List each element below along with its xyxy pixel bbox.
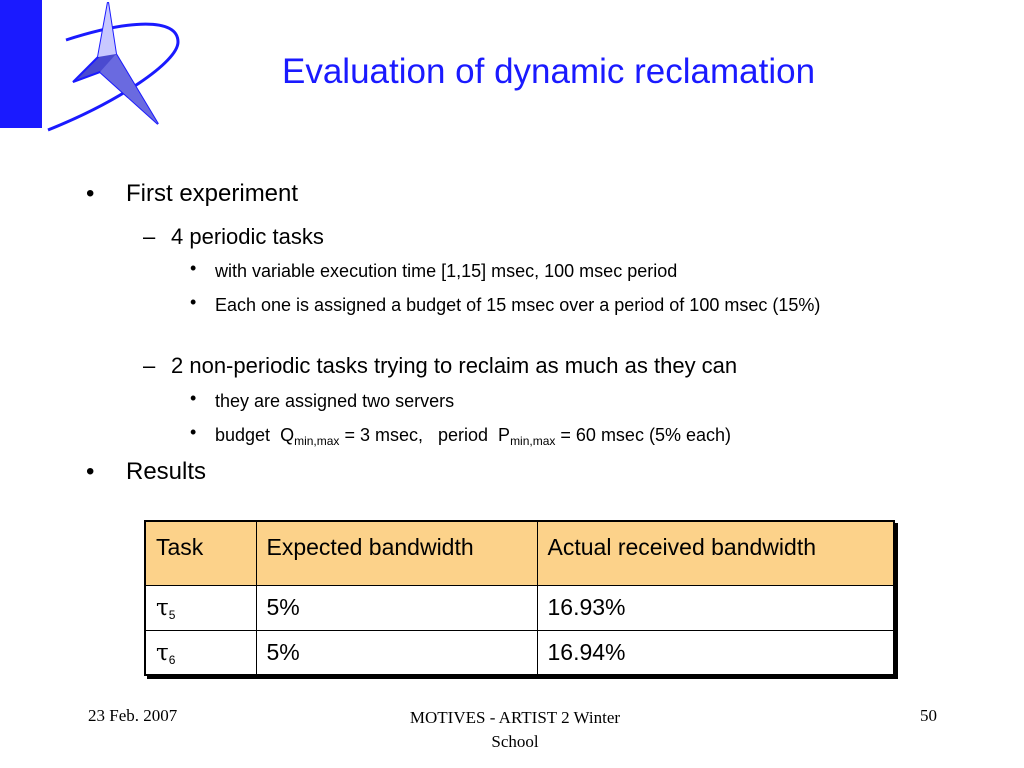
tau-symbol: τ: [156, 594, 169, 621]
table-header-row: Task Expected bandwidth Actual received …: [144, 520, 895, 586]
tau-symbol: τ: [156, 639, 169, 666]
bullet-text: they are assigned two servers: [215, 391, 455, 411]
q-value: = 3 msec,: [339, 425, 423, 445]
bullet-text: with variable execution time [1,15] msec…: [215, 261, 678, 281]
bullet-marker: •: [190, 422, 197, 442]
budget-word: budget: [215, 425, 271, 445]
header-task: Task: [144, 520, 257, 586]
table-row: τ6 5% 16.94%: [144, 629, 895, 676]
slide-title: Evaluation of dynamic reclamation: [282, 52, 816, 91]
bullet-marker: •: [190, 258, 197, 278]
dash-marker: –: [143, 224, 156, 249]
bullet-marker: •: [190, 388, 197, 408]
expected-cell: 5%: [255, 629, 538, 676]
p-subscript: min,max: [510, 434, 556, 448]
footer-date: 23 Feb. 2007: [88, 706, 178, 725]
bullet-marker: •: [190, 292, 197, 312]
bullet-text: Each one is assigned a budget of 15 msec…: [215, 295, 821, 315]
footer-page-number: 50: [920, 706, 937, 725]
header-expected-bandwidth: Expected bandwidth: [255, 520, 538, 586]
left-accent-bar: [0, 0, 42, 128]
actual-cell: 16.93%: [536, 584, 895, 631]
period-word: period: [437, 425, 489, 445]
header-actual-bandwidth: Actual received bandwidth: [536, 520, 895, 586]
task-subscript: 5: [168, 607, 176, 622]
p-symbol: P: [498, 425, 511, 445]
footer-event: MOTIVES - ARTIST 2 Winter School: [409, 708, 621, 751]
q-symbol: Q: [280, 425, 295, 445]
bullet-text: Results: [126, 458, 207, 485]
logo-star-icon: [47, 2, 180, 132]
expected-cell: 5%: [255, 584, 538, 631]
q-subscript: min,max: [294, 434, 340, 448]
actual-cell: 16.94%: [536, 629, 895, 676]
task-cell: τ5: [144, 584, 257, 631]
bullet-text: 2 non-periodic tasks trying to reclaim a…: [171, 353, 738, 378]
task-cell: τ6: [144, 629, 257, 676]
p-value: = 60 msec (5% each): [555, 425, 731, 445]
bullet-text: budget Qmin,max = 3 msec, period Pmin,ma…: [215, 422, 731, 448]
bullet-text: 4 periodic tasks: [171, 224, 324, 249]
table-row: τ5 5% 16.93%: [144, 584, 895, 631]
task-subscript: 6: [168, 652, 176, 667]
dash-marker: –: [143, 353, 156, 378]
bullet-marker: •: [86, 180, 95, 207]
bullet-marker: •: [86, 458, 95, 485]
results-table: Task Expected bandwidth Actual received …: [144, 520, 895, 676]
bullet-text: First experiment: [126, 180, 299, 207]
